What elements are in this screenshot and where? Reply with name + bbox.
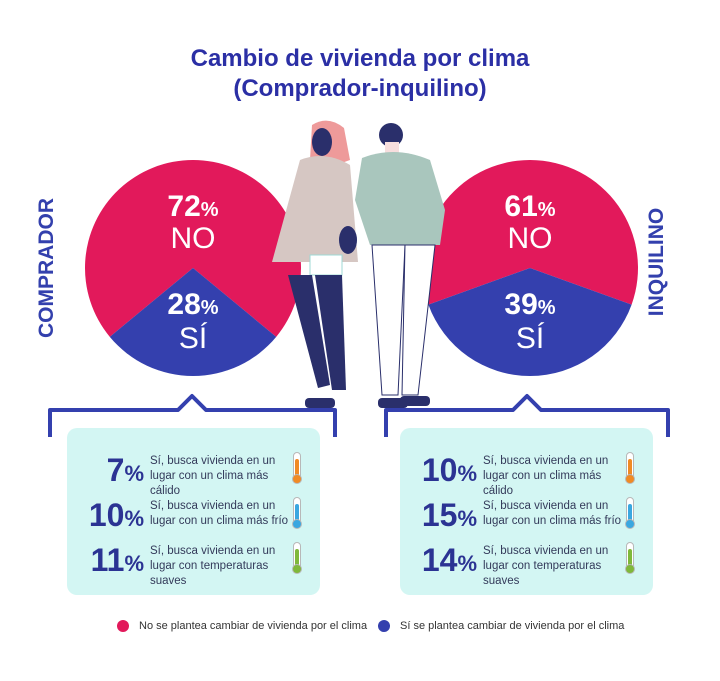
detail-percent: 11% bbox=[90, 542, 144, 578]
legend-label-no: No se plantea cambiar de vivienda por el… bbox=[139, 620, 368, 632]
thermometer-cold-icon bbox=[625, 497, 635, 529]
inquilino-slice-no bbox=[422, 159, 638, 305]
legend-label-si: Sí se plantea cambiar de vivienda por el… bbox=[400, 620, 625, 632]
detail-text: Sí, busca vivienda en un lugar con tempe… bbox=[150, 545, 276, 587]
inquilino-si-percent: 39% bbox=[504, 288, 556, 321]
thermometer-mild-icon bbox=[292, 542, 302, 574]
detail-row: 10% Sí, busca vivienda en un lugar con u… bbox=[400, 448, 653, 497]
thermometer-warm-icon bbox=[625, 452, 635, 484]
inquilino-details-box: 10% Sí, busca vivienda en un lugar con u… bbox=[400, 428, 653, 595]
comprador-slice-si bbox=[109, 268, 277, 376]
detail-text: Sí, busca vivienda en un lugar con un cl… bbox=[483, 455, 609, 497]
detail-percent: 14% bbox=[421, 542, 477, 578]
detail-percent: 7% bbox=[106, 452, 144, 488]
detail-row: 10% Sí, busca vivienda en un lugar con u… bbox=[67, 493, 320, 537]
thermometer-mild-icon bbox=[625, 542, 635, 574]
legend-item-no: No se plantea cambiar de vivienda por el… bbox=[117, 620, 367, 632]
detail-percent: 10% bbox=[421, 452, 477, 488]
detail-row: 14% Sí, busca vivienda en un lugar con t… bbox=[400, 538, 653, 587]
legend-dot-si bbox=[378, 620, 390, 632]
detail-text: Sí, busca vivienda en un lugar con un cl… bbox=[150, 500, 289, 527]
detail-row: 7% Sí, busca vivienda en un lugar con un… bbox=[67, 448, 320, 497]
comprador-slice-no bbox=[84, 160, 301, 337]
thermometer-warm-icon bbox=[292, 452, 302, 484]
group-label-comprador: COMPRADOR bbox=[35, 198, 58, 338]
detail-row: 11% Sí, busca vivienda en un lugar con t… bbox=[67, 538, 320, 587]
detail-text: Sí, busca vivienda en un lugar con tempe… bbox=[483, 545, 609, 587]
detail-text: Sí, busca vivienda en un lugar con un cl… bbox=[483, 500, 622, 527]
inquilino-slice-si bbox=[428, 268, 632, 376]
inquilino-si-label: SÍ bbox=[515, 322, 545, 355]
inquilino-no-label: NO bbox=[507, 222, 553, 255]
group-label-inquilino: INQUILINO bbox=[645, 207, 668, 317]
legend-item-si: Sí se plantea cambiar de vivienda por el… bbox=[378, 620, 624, 632]
legend-dot-no bbox=[117, 620, 129, 632]
comprador-no-label: NO bbox=[170, 222, 216, 255]
bracket-comprador bbox=[48, 394, 337, 437]
detail-percent: 10% bbox=[88, 497, 144, 533]
comprador-details-box: 7% Sí, busca vivienda en un lugar con un… bbox=[67, 428, 320, 595]
comprador-si-label: SÍ bbox=[178, 322, 208, 355]
detail-percent: 15% bbox=[421, 497, 477, 533]
title-line-2: (Comprador-inquilino) bbox=[233, 75, 487, 102]
thermometer-cold-icon bbox=[292, 497, 302, 529]
couple-illustration bbox=[272, 120, 445, 408]
comprador-si-percent: 28% bbox=[167, 288, 219, 321]
inquilino-no-percent: 61% bbox=[504, 190, 556, 223]
detail-text: Sí, busca vivienda en un lugar con un cl… bbox=[150, 455, 276, 497]
title-line-1: Cambio de vivienda por clima bbox=[190, 45, 530, 72]
bracket-inquilino bbox=[384, 394, 670, 437]
comprador-no-percent: 72% bbox=[167, 190, 219, 223]
detail-row: 15% Sí, busca vivienda en un lugar con u… bbox=[400, 493, 653, 537]
